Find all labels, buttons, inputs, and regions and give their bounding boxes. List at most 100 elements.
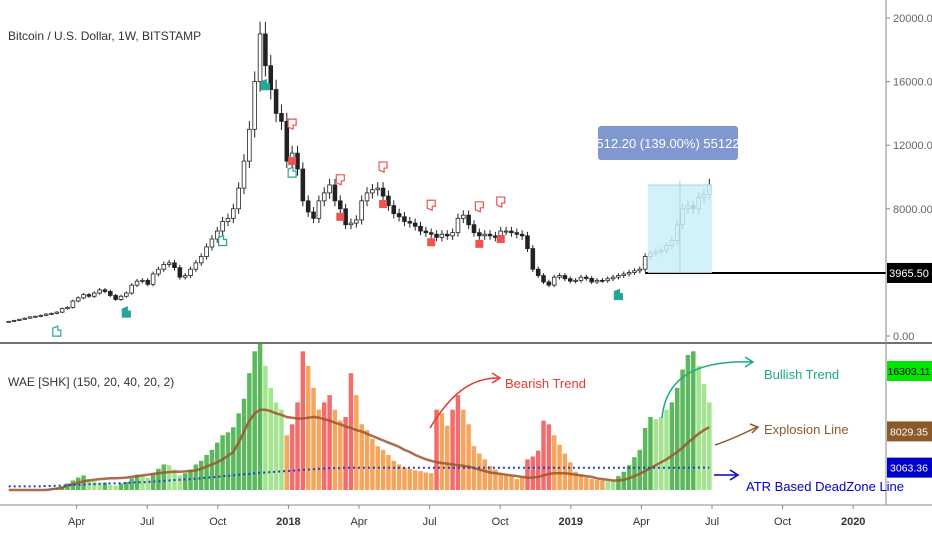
trend-bar <box>632 457 637 490</box>
candle <box>305 195 311 217</box>
candle <box>525 231 530 253</box>
trend-bar <box>402 467 407 490</box>
candle <box>214 226 220 243</box>
candle <box>225 213 231 227</box>
time-tick-label: 2018 <box>276 516 300 528</box>
trend-bar <box>487 465 493 490</box>
candle <box>530 245 536 272</box>
price-pane <box>6 21 886 337</box>
candle-body <box>557 275 562 278</box>
candle-body <box>503 230 509 233</box>
candle-body <box>247 128 252 162</box>
candle <box>91 291 97 298</box>
candle-body <box>354 219 359 224</box>
candle-body <box>316 200 322 219</box>
trend-bar <box>252 351 257 490</box>
candle <box>241 154 247 195</box>
candle <box>375 182 380 196</box>
symbol-title: Bitcoin / U.S. Dollar, 1W, BITSTAMP <box>8 29 201 43</box>
thumbs-up-icon <box>218 234 228 247</box>
candle-body <box>209 238 215 248</box>
candle <box>584 274 589 281</box>
candle <box>198 253 204 266</box>
candle-body <box>75 297 81 302</box>
thumbs-up-icon <box>121 306 131 318</box>
bullish-arrow <box>661 361 753 419</box>
trend-bar <box>177 475 183 490</box>
explosion-line-label: Explosion Line <box>764 422 849 437</box>
candle-body <box>578 276 584 281</box>
candle <box>263 21 268 77</box>
trend-bar <box>674 387 680 490</box>
candle <box>477 228 482 240</box>
candle <box>391 200 397 219</box>
trend-bar <box>247 373 252 490</box>
trend-bar <box>300 351 306 490</box>
candle-body <box>54 311 60 314</box>
candle <box>380 182 386 202</box>
bear-signal-icon <box>287 118 297 166</box>
trend-bar <box>407 468 413 490</box>
trend-bar <box>354 395 359 490</box>
trend-bar <box>118 483 124 490</box>
candle <box>140 278 145 284</box>
thumbs-down-icon <box>474 201 484 213</box>
deadzone-line-label: ATR Based DeadZone Line <box>746 479 904 494</box>
candle <box>172 259 177 271</box>
trend-bar <box>498 473 503 490</box>
candle <box>471 220 477 237</box>
trend-bar <box>380 449 386 490</box>
trend-bar <box>455 395 461 490</box>
candle-body <box>482 233 487 237</box>
time-tick-label: Jul <box>705 516 719 528</box>
candle-body <box>263 33 268 67</box>
trend-bar <box>220 435 225 490</box>
thumbs-up-icon <box>287 166 297 178</box>
bear-marker-icon <box>336 212 345 221</box>
measure-tool[interactable]: 5512.20 (139.00%) 551220 <box>589 126 747 273</box>
candle-body <box>11 320 17 322</box>
trend-bar <box>156 468 161 490</box>
trend-bar <box>81 475 86 490</box>
candle-body <box>177 267 183 278</box>
time-tick-label: Apr <box>633 516 650 528</box>
trend-bar <box>434 409 439 490</box>
trend-bar <box>546 424 552 490</box>
indicator-title: WAE [SHK] (150, 20, 40, 20, 2) <box>8 375 174 389</box>
candle-body <box>225 217 231 222</box>
candle <box>514 228 520 239</box>
trend-bar <box>348 373 354 490</box>
candle <box>364 187 370 207</box>
candle <box>503 226 509 236</box>
indicator-badge-label: 16303.11 <box>887 366 930 378</box>
trend-bar <box>311 387 316 490</box>
candle-body <box>535 268 541 276</box>
candle-body <box>434 233 439 238</box>
bear-signal-icon <box>474 201 484 248</box>
candle-body <box>514 232 520 235</box>
trend-bar <box>568 462 573 490</box>
candle-body <box>359 200 364 221</box>
candle <box>113 293 118 301</box>
candle-body <box>471 224 477 234</box>
time-tick-label: Oct <box>209 516 226 528</box>
trend-bar <box>525 459 530 490</box>
candle-body <box>584 276 589 279</box>
thumbs-up-icon <box>52 325 62 337</box>
trend-bar <box>701 384 707 490</box>
candle-body <box>621 273 627 276</box>
candle-body <box>284 120 290 162</box>
trend-bar <box>188 469 193 490</box>
candle-body <box>252 81 257 130</box>
candle <box>284 112 290 169</box>
candle <box>348 218 354 230</box>
trend-bar <box>653 419 659 490</box>
candle-body <box>407 221 413 224</box>
candle <box>150 271 156 287</box>
candle-body <box>375 187 380 191</box>
trend-bar <box>370 438 375 490</box>
candle-body <box>567 278 573 282</box>
bear-marker-icon <box>288 157 297 166</box>
candle <box>562 273 568 282</box>
